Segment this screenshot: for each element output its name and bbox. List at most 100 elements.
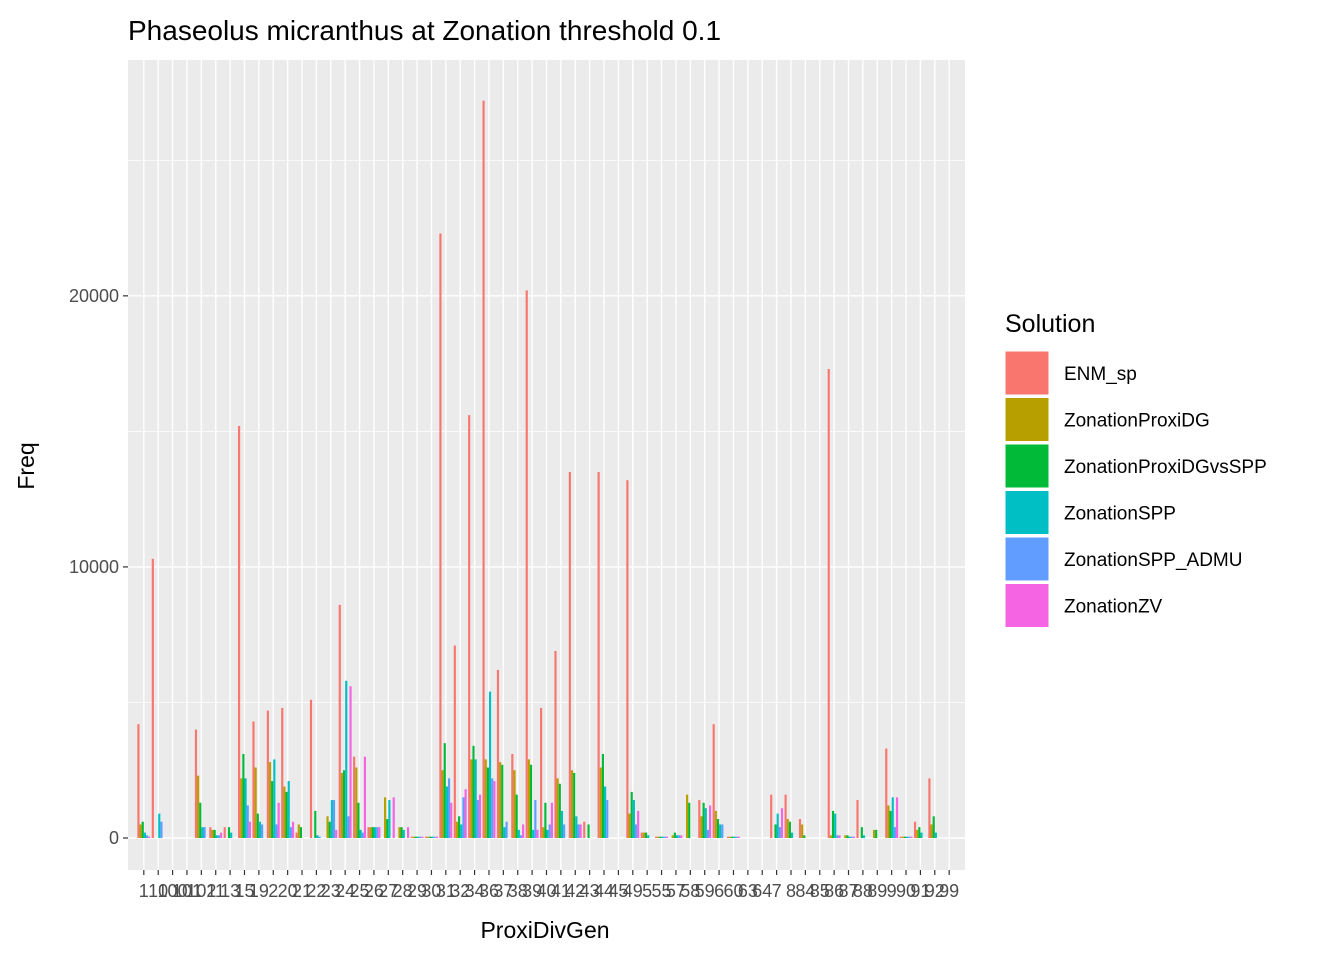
bar: [891, 797, 894, 839]
x-tick-label: 31: [436, 881, 456, 901]
bar: [240, 778, 243, 839]
bar: [568, 472, 571, 839]
bar: [484, 759, 487, 839]
bar: [400, 827, 403, 839]
x-tick-label: 38: [508, 881, 528, 901]
x-tick-label: 5: [642, 881, 652, 901]
bar: [318, 836, 321, 839]
bar: [299, 827, 303, 839]
x-tick-label: 60: [723, 881, 743, 901]
bar: [369, 827, 372, 839]
x-tick-label: 25: [350, 881, 370, 901]
bar: [932, 816, 935, 839]
bar: [601, 753, 605, 839]
bar: [599, 767, 602, 839]
bar: [784, 794, 787, 839]
legend-key: [1004, 397, 1050, 442]
bar: [297, 824, 300, 839]
bar: [433, 836, 436, 839]
bar: [712, 724, 715, 839]
x-tick-label: 23: [321, 881, 341, 901]
bar: [445, 786, 448, 839]
bar: [287, 781, 290, 839]
bar: [371, 827, 374, 839]
bar: [630, 791, 633, 839]
bar: [714, 810, 717, 839]
bar: [435, 836, 438, 839]
bar: [230, 832, 233, 839]
x-tick-label: 36: [479, 881, 499, 901]
bar: [930, 824, 933, 839]
x-tick-label: 39: [522, 881, 542, 901]
bar: [848, 836, 851, 839]
bar: [579, 824, 582, 839]
bar: [289, 827, 292, 839]
x-tick-label: 102: [186, 881, 216, 901]
bar: [525, 290, 528, 839]
bar: [359, 829, 362, 839]
bar: [476, 800, 479, 839]
bar: [522, 824, 525, 839]
bar: [213, 829, 216, 839]
bar: [920, 832, 923, 839]
bar: [429, 836, 432, 839]
bar: [378, 827, 381, 839]
bar: [647, 835, 650, 839]
bar: [645, 832, 648, 839]
bar: [846, 835, 849, 839]
chart-title: Phaseolus micranthus at Zonation thresho…: [128, 15, 721, 46]
bar: [801, 824, 804, 839]
bar: [688, 802, 691, 839]
bar: [407, 827, 410, 839]
legend-title: Solution: [1005, 310, 1095, 338]
bar: [556, 778, 559, 839]
bar: [554, 650, 557, 839]
y-tick-label: 20000: [69, 286, 119, 306]
x-tick-label: 100: [158, 881, 188, 901]
bar: [862, 835, 866, 839]
bar: [558, 783, 561, 839]
x-tick-label: 34: [465, 881, 485, 901]
x-tick-label: 87: [838, 881, 858, 901]
bar: [355, 767, 358, 839]
x-axis-title: ProxiDivGen: [480, 917, 609, 943]
bar: [604, 786, 607, 839]
x-tick-label: 43: [580, 881, 600, 901]
bar: [254, 767, 257, 839]
legend-key: [1004, 490, 1050, 535]
bar: [560, 810, 564, 839]
bar: [786, 819, 789, 839]
bar: [918, 827, 921, 839]
bar: [511, 753, 514, 839]
bar: [529, 764, 533, 839]
y-axis-title: Freq: [13, 442, 39, 489]
bar: [544, 802, 547, 839]
x-tick-label: 29: [407, 881, 427, 901]
legend-key: [1004, 443, 1050, 489]
bar: [388, 800, 391, 839]
bar: [441, 770, 444, 839]
bar: [726, 836, 730, 839]
bar: [248, 821, 251, 839]
x-tick-label: 91: [910, 881, 930, 901]
bar: [398, 827, 401, 839]
bar: [335, 829, 338, 839]
legend-label: ZonationProxiDG: [1064, 411, 1210, 432]
bar: [367, 827, 370, 839]
bar: [860, 827, 863, 839]
bar: [450, 802, 453, 839]
bar: [499, 762, 502, 839]
bar: [410, 836, 413, 839]
x-tick-label: 92: [925, 881, 945, 901]
bar: [275, 824, 278, 839]
bar: [661, 836, 664, 839]
bar: [143, 832, 146, 839]
x-tick-label: 27: [378, 881, 398, 901]
bar: [439, 233, 442, 839]
bar: [908, 836, 911, 839]
x-tick-label: 88: [853, 881, 873, 901]
bar: [462, 797, 465, 839]
bar: [563, 824, 566, 839]
bar: [338, 604, 341, 839]
bar: [671, 835, 674, 839]
